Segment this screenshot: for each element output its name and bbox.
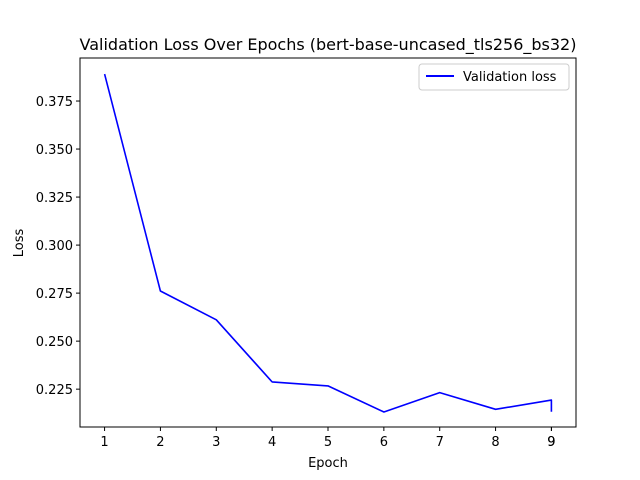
x-axis: 1 2 3 4 5 6 7 8 99 [100,427,556,450]
legend: Validation loss [418,63,570,91]
y-tick-label: 0.250 [36,335,73,350]
y-tick-label: 0.325 [36,191,73,206]
x-axis-title: Epoch [308,456,348,471]
legend-box [418,63,570,91]
chart-title: Validation Loss Over Epochs (bert-base-u… [80,35,577,55]
x-tick-label: 6 [380,435,388,450]
series-line [103,73,553,413]
y-tick-label: 0.225 [36,383,73,398]
x-tick-label: 9 [547,435,555,450]
y-tick-label: 0.350 [36,143,73,158]
plot-area [79,57,577,428]
x-tick-label: 5 [324,435,332,450]
x-tick-label: 7 [436,435,444,450]
y-tick-label: 0.300 [36,239,73,254]
x-tick-label: 2 [156,435,164,450]
x-tick-label: 3 [212,435,220,450]
x-tick-label: 4 [268,435,276,450]
y-tick-label: 0.275 [36,287,73,302]
legend-label: Validation loss [463,70,557,85]
series-layer [103,73,553,413]
x-tick-label: 1 [100,435,108,450]
x-tick-label: 9 [547,435,555,450]
y-axis: 0.225 0.250 0.275 0.300 0.325 0.350 0.375 [36,95,80,398]
x-tick-label: 8 [491,435,499,450]
y-axis-title: Loss [12,229,27,258]
y-tick-label: 0.375 [36,95,73,110]
